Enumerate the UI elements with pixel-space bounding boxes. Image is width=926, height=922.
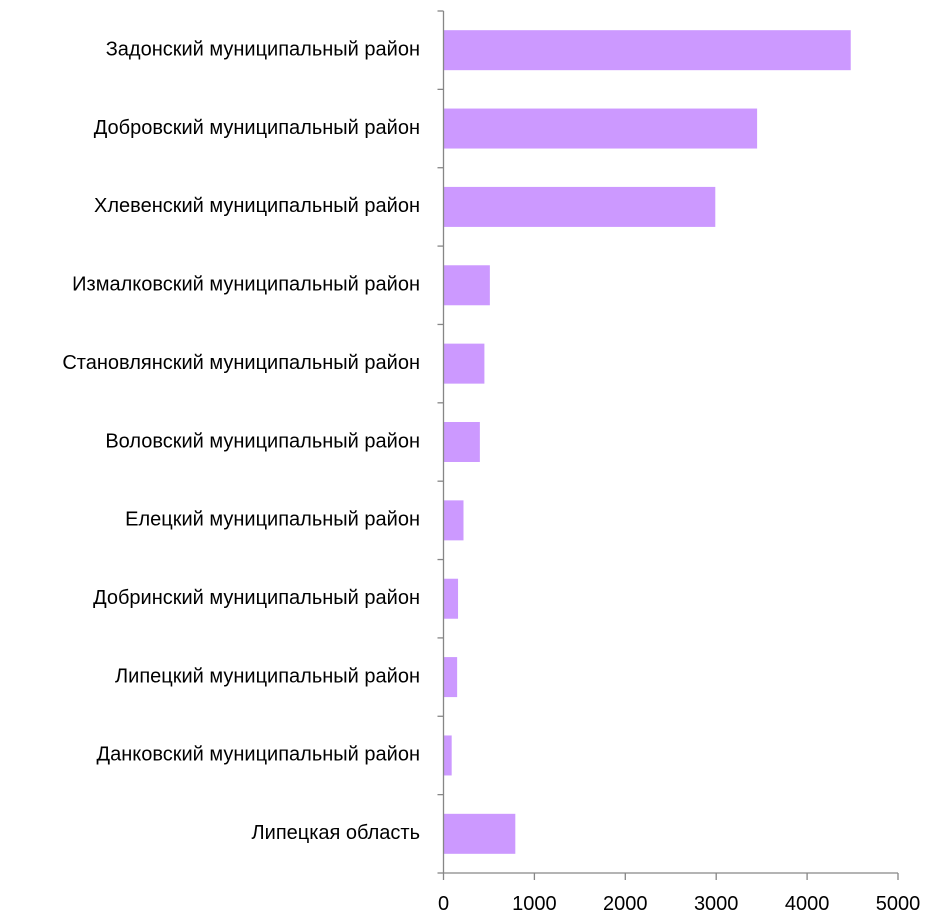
x-tick-label-0: 0 <box>438 893 449 915</box>
bars-group <box>443 30 851 854</box>
x-tick-label-2: 2000 <box>603 893 648 915</box>
category-label-10: Липецкая область <box>252 822 420 844</box>
x-tick-label-4: 4000 <box>785 893 830 915</box>
bar-2 <box>443 186 716 227</box>
bar-9 <box>443 735 452 776</box>
bar-5 <box>443 422 480 462</box>
bar-7 <box>443 578 459 619</box>
x-tick-label-3: 3000 <box>694 893 739 915</box>
y-axis-ticks-group <box>437 10 444 874</box>
category-label-0: Задонский муниципальный район <box>106 38 420 60</box>
bar-6 <box>443 500 464 541</box>
category-label-9: Данковский муниципальный район <box>97 744 420 766</box>
bar-0 <box>443 30 851 71</box>
category-label-8: Липецкий муниципальный район <box>115 665 420 687</box>
x-tick-labels-group: 0 1000 2000 3000 4000 5000 <box>438 893 920 915</box>
category-labels-group: Задонский муниципальный район Добровский … <box>62 38 420 844</box>
category-label-1: Добровский муниципальный район <box>94 117 420 139</box>
category-label-3: Измалковский муниципальный район <box>72 274 420 296</box>
bar-10 <box>443 813 516 854</box>
x-tick-label-1: 1000 <box>512 893 557 915</box>
bar-1 <box>443 108 758 149</box>
category-label-5: Воловский муниципальный район <box>105 430 420 452</box>
bar-8 <box>443 657 458 698</box>
category-label-4: Становлянский муниципальный район <box>62 352 420 374</box>
x-tick-label-5: 5000 <box>876 893 921 915</box>
bar-3 <box>443 265 490 306</box>
category-label-2: Хлевенский муниципальный район <box>94 195 420 217</box>
bar-4 <box>443 343 485 384</box>
category-label-6: Елецкий муниципальный район <box>125 509 420 531</box>
category-label-7: Добринский муниципальный район <box>93 587 420 609</box>
x-axis-ticks-group <box>442 873 899 880</box>
